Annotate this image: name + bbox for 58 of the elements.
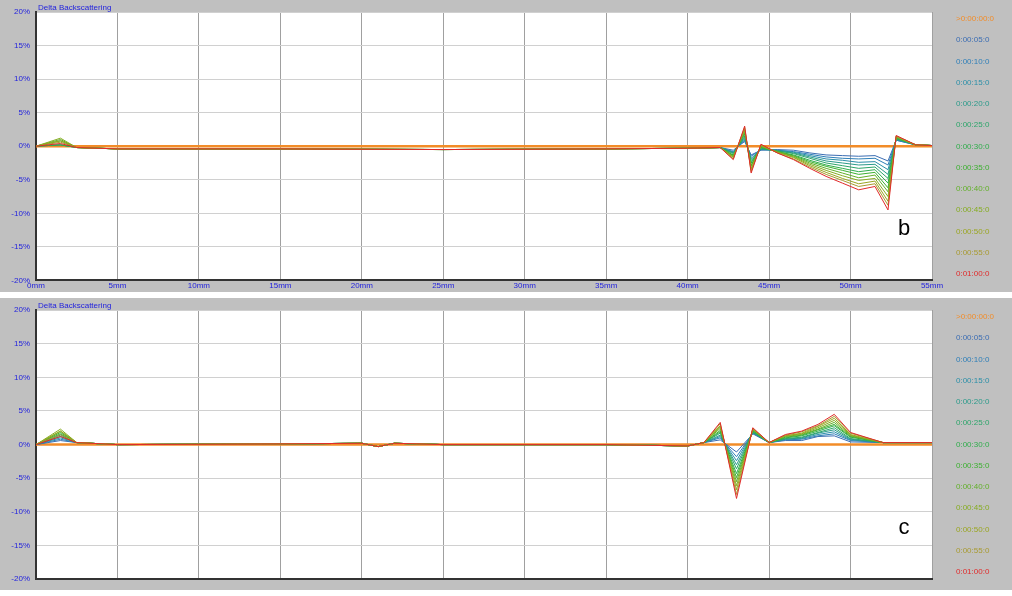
text: 0:00:25:0 xyxy=(956,120,991,130)
text: 0:00:25:0 xyxy=(956,418,991,428)
y-tick-label: 20% xyxy=(13,7,30,17)
text: 0:00:30:0 xyxy=(956,439,991,449)
y-tick-label: -15% xyxy=(11,242,30,252)
text: 0:00:45:0 xyxy=(956,205,991,215)
text: 0:01:00:0 xyxy=(956,269,991,278)
y-tick-label: -10% xyxy=(11,208,30,218)
x-tick-label: 40mm xyxy=(676,281,700,291)
y-tick-label: -5% xyxy=(15,473,30,483)
text: 0:00:50:0 xyxy=(956,226,991,236)
text: 0:00:45:0 xyxy=(956,503,991,513)
x-tick-label: 50mm xyxy=(839,281,862,291)
x-tick-label: 20mm xyxy=(350,281,374,291)
text: 0:00:40:0 xyxy=(956,184,991,193)
text: 0:00:05:0 xyxy=(956,333,991,343)
text: 0:00:30:0 xyxy=(956,141,991,151)
x-tick-label: 15mm xyxy=(269,281,292,291)
text: 0:00:55:0 xyxy=(956,247,991,257)
text: 0:01:00:0 xyxy=(956,567,991,576)
text: 0:00:35:0 xyxy=(956,460,991,470)
y-tick-label: 0% xyxy=(18,439,30,449)
text: 0:00:15:0 xyxy=(956,77,991,87)
y-tick-label: 0% xyxy=(18,141,30,151)
text: 0:00:20:0 xyxy=(956,397,991,406)
y-axis-title: Delta Backscattering xyxy=(38,301,112,311)
text: 0:00:20:0 xyxy=(956,99,991,108)
x-tick-label: 35mm xyxy=(595,281,618,291)
text: 0:00:15:0 xyxy=(956,375,991,385)
text: 0:00:50:0 xyxy=(956,524,991,534)
text: >0:00:00:0 xyxy=(956,14,996,23)
y-tick-label: 5% xyxy=(18,406,30,416)
y-tick-label: 15% xyxy=(13,40,30,50)
y-tick-label: 10% xyxy=(13,74,30,84)
y-tick-label: -15% xyxy=(11,540,30,550)
x-tick-label: 30mm xyxy=(513,281,537,291)
text: 0:00:10:0 xyxy=(956,354,991,364)
y-tick-label: 20% xyxy=(13,305,30,315)
x-tick-label: 25mm xyxy=(432,281,455,291)
text: 0:00:40:0 xyxy=(956,482,991,491)
text: 0:00:10:0 xyxy=(956,56,991,66)
y-tick-label: 10% xyxy=(13,372,30,382)
text: 0:00:05:0 xyxy=(956,35,991,45)
text: >0:00:00:0 xyxy=(956,312,996,321)
annotation: c xyxy=(898,514,910,540)
x-tick-label: 45mm xyxy=(757,281,781,291)
x-tick-label: 10mm xyxy=(187,281,211,291)
x-tick-label: 55mm xyxy=(920,281,944,291)
text: 0:00:55:0 xyxy=(956,545,991,555)
annotation: b xyxy=(897,215,911,241)
y-tick-label: -20% xyxy=(11,574,30,584)
y-tick-label: 5% xyxy=(18,107,30,117)
y-tick-label: -5% xyxy=(15,174,30,184)
y-axis-title: Delta Backscattering xyxy=(38,3,112,13)
x-tick-label: 5mm xyxy=(108,281,127,291)
text: 0:00:35:0 xyxy=(956,162,991,172)
y-tick-label: -10% xyxy=(11,507,30,517)
y-tick-label: 15% xyxy=(13,338,30,348)
